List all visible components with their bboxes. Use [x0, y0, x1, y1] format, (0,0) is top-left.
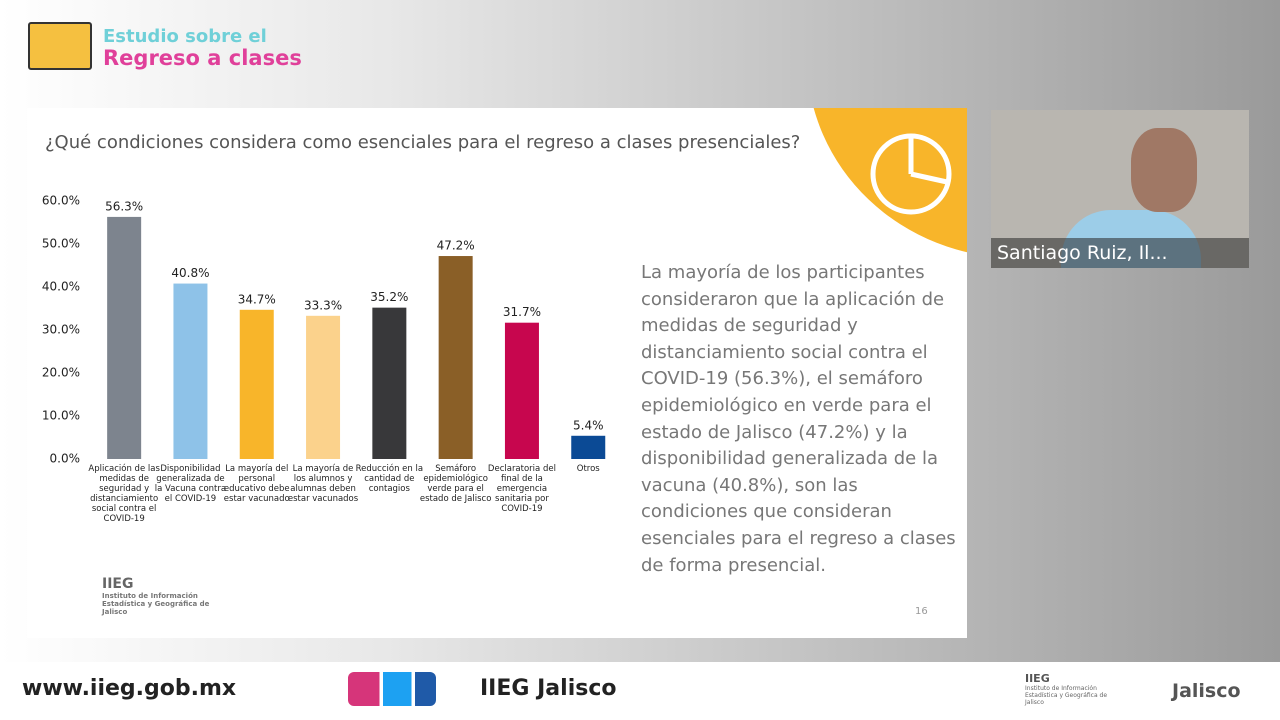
header-line2: Regreso a clases — [103, 46, 302, 70]
bar — [306, 315, 341, 459]
x-tick-label: Otros — [576, 464, 600, 474]
y-tick-label: 0.0% — [50, 452, 81, 466]
y-tick-label: 10.0% — [42, 409, 80, 423]
bar — [438, 256, 473, 459]
footer-logo-subtitle: Instituto de Información Estadística y G… — [1025, 685, 1108, 706]
bar — [239, 309, 274, 459]
bar — [504, 322, 539, 459]
speaker-head — [1131, 128, 1197, 212]
value-label: 34.7% — [238, 292, 276, 306]
value-label: 47.2% — [437, 239, 475, 253]
pie-icon — [870, 133, 952, 215]
footer: www.iieg.gob.mx IIEG Jalisco IIEG Instit… — [0, 662, 1280, 720]
chart-title: ¿Qué condiciones considera como esencial… — [45, 132, 801, 153]
x-tick-label: Declaratoria del final de la emergencia … — [487, 464, 556, 514]
social-icons — [348, 672, 436, 706]
bar — [173, 283, 208, 459]
bar — [571, 435, 606, 459]
value-label: 31.7% — [503, 305, 541, 319]
header-line1: Estudio sobre el — [103, 26, 267, 47]
summary: La mayoría de los participantes consider… — [641, 262, 956, 576]
y-tick-label: 30.0% — [42, 323, 80, 337]
x-tick-label: Aplicación de las medidas de seguridad y… — [88, 464, 160, 524]
footer-social: IIEG Jalisco — [480, 676, 617, 701]
logo-name: IIEG — [102, 576, 134, 592]
speaker-video: Santiago Ruiz, Il... — [991, 110, 1249, 268]
x-tick-label: Reducción en la cantidad de contagios — [355, 464, 424, 494]
value-label: 56.3% — [105, 199, 143, 213]
page-number: 16 — [915, 606, 928, 617]
x-tick-label: La mayoría del personal educativo debe e… — [223, 464, 290, 504]
y-tick-label: 40.0% — [42, 280, 80, 294]
footer-url: www.iieg.gob.mx — [22, 676, 237, 701]
footer-state: Jalisco — [1172, 680, 1241, 702]
y-tick-label: 60.0% — [42, 194, 80, 208]
speaker-name: Santiago Ruiz, Il... — [991, 238, 1249, 268]
value-label: 35.2% — [370, 290, 408, 304]
y-tick-label: 20.0% — [42, 366, 80, 380]
y-tick-label: 50.0% — [42, 237, 80, 251]
slide: ¿Qué condiciones considera como esencial… — [27, 108, 967, 638]
x-tick-label: Disponibilidad generalizada de la Vacuna… — [154, 464, 227, 504]
bar — [107, 216, 142, 459]
value-label: 33.3% — [304, 298, 342, 312]
value-label: 40.8% — [171, 266, 209, 280]
x-tick-label: La mayoría de los alumnos y alumnas debe… — [287, 464, 359, 504]
logo-subtitle: Instituto de Información Estadística y G… — [102, 592, 210, 616]
header-icon — [28, 22, 92, 70]
value-label: 5.4% — [573, 418, 604, 432]
bar — [372, 307, 407, 459]
x-tick-label: Semáforo epidemiológico verde para el es… — [419, 464, 492, 504]
footer-logo-name: IIEG — [1025, 672, 1050, 685]
